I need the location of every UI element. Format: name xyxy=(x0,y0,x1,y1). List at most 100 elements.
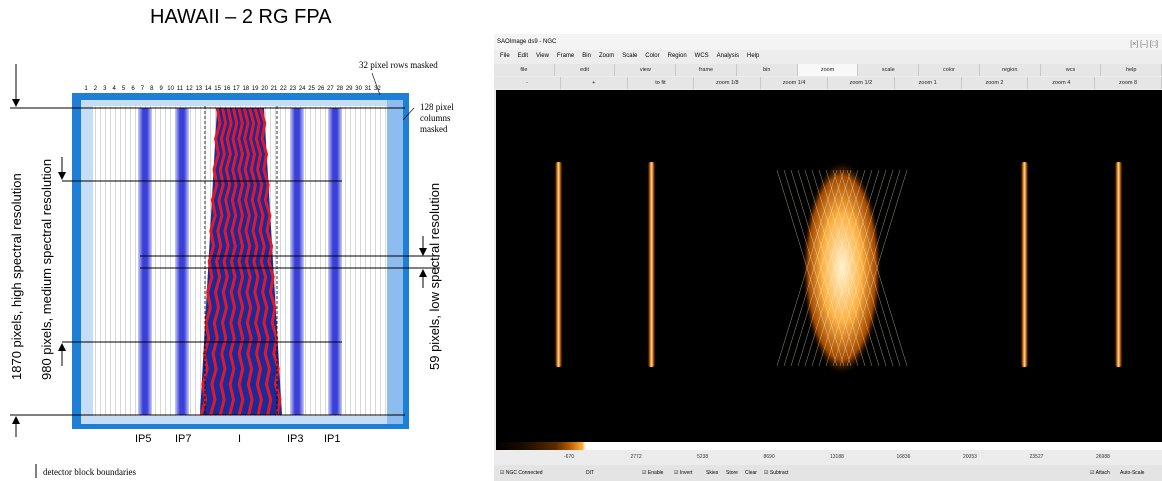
column-number: 2 xyxy=(94,86,98,92)
button-edit[interactable]: edit xyxy=(555,64,616,76)
status-control[interactable]: DIT xyxy=(586,470,595,476)
button-help[interactable]: help xyxy=(1101,64,1162,76)
boundaries-note: detector block boundaries xyxy=(43,467,136,477)
column-number: 24 xyxy=(299,86,306,92)
button-file[interactable]: file xyxy=(494,64,555,76)
status-control[interactable]: ☑ NGC Connected xyxy=(500,470,543,476)
column-number: 3 xyxy=(103,86,107,92)
menu-frame[interactable]: Frame xyxy=(556,53,575,59)
button-wcs[interactable]: wcs xyxy=(1041,64,1102,76)
i-label: I xyxy=(238,433,242,445)
fringe-line xyxy=(253,107,273,416)
stripe-ip3 xyxy=(290,108,304,415)
status-control[interactable]: ☑ Enable xyxy=(642,470,664,476)
ds9-button-row-1: file edit view frame bin zoom scale color region… xyxy=(494,64,1162,76)
ds9-window: SAOImage ds9 - NGC [×] [–] [□] File Edit V… xyxy=(494,34,1162,481)
column-number: 17 xyxy=(233,86,240,92)
ip1-label: IP1 xyxy=(324,433,341,445)
colorbar-tick-label: 2772 xyxy=(630,454,642,460)
fringe-line xyxy=(242,107,254,416)
colorbar-tick-label: 16836 xyxy=(896,454,911,460)
window-controls[interactable]: [×] [–] [□] xyxy=(1130,41,1158,48)
fringe-line xyxy=(199,107,222,416)
zoom-button[interactable]: zoom 4 xyxy=(1028,77,1096,89)
blob-fringe xyxy=(783,169,845,367)
zoom-button[interactable]: + xyxy=(561,77,628,89)
status-control[interactable]: Auto-Scale xyxy=(1120,470,1145,476)
button-frame[interactable]: frame xyxy=(676,64,737,76)
menu-scale[interactable]: Scale xyxy=(622,53,638,59)
button-zoom[interactable]: zoom xyxy=(797,64,859,76)
high-resolution-label: 1870 pixels, high spectral resolution xyxy=(9,173,24,380)
zoom-button[interactable]: zoom 8 xyxy=(1095,77,1162,89)
column-number: 26 xyxy=(318,86,325,92)
low-resolution-label: 59 pixels, low spectral resolution xyxy=(427,182,442,370)
column-number: 4 xyxy=(113,86,117,92)
button-scale[interactable]: scale xyxy=(858,64,920,76)
zoom-button[interactable]: zoom 1/2 xyxy=(828,77,895,89)
masked-rows-bottom xyxy=(81,416,387,424)
button-region[interactable]: region xyxy=(980,64,1041,76)
column-number: 19 xyxy=(252,86,259,92)
blob-fringe xyxy=(804,169,866,367)
zoom-button[interactable]: zoom 2 xyxy=(962,77,1029,89)
menu-bin[interactable]: Bin xyxy=(582,53,591,59)
ds9-status-bar: ☑ NGC Connected DIT ☑ Enable ☑ Invert Skies S… xyxy=(494,465,1162,481)
zoom-button[interactable]: zoom 1/8 xyxy=(694,77,762,89)
zoom-button[interactable]: zoom 1 xyxy=(895,77,962,89)
spectrum-line-2 xyxy=(647,162,656,367)
status-control[interactable]: Store xyxy=(726,470,738,476)
cols-masked-note: 128 pixel columns masked xyxy=(420,102,454,134)
colorbar-ticks: -670 2772 5238 8690 13188 16836 20053 23527 2698… xyxy=(496,450,1162,462)
menu-file[interactable]: File xyxy=(500,53,510,59)
blob-fringe xyxy=(825,169,887,367)
button-color[interactable]: color xyxy=(919,64,980,76)
ip3-label: IP3 xyxy=(287,433,304,445)
zoom-button[interactable]: zoom 1/4 xyxy=(761,77,828,89)
colorbar-tick-label: 13188 xyxy=(830,454,844,460)
rows-masked-note: 32 pixel rows masked xyxy=(359,60,438,70)
column-number: 5 xyxy=(122,86,126,92)
status-control[interactable]: ☑ Invert xyxy=(674,470,693,476)
fringe-line xyxy=(248,107,263,416)
zoom-button[interactable]: - xyxy=(494,77,561,89)
column-number: 1 xyxy=(84,86,88,92)
column-number: 31 xyxy=(365,86,372,92)
column-number: 9 xyxy=(160,86,164,92)
colorbar-tick-label: 26988 xyxy=(1096,454,1110,460)
status-control[interactable]: ☑ Subtract xyxy=(764,470,789,476)
stripe-ip5 xyxy=(138,108,152,415)
fringe-line xyxy=(237,107,245,416)
column-number: 30 xyxy=(355,86,362,92)
column-number: 10 xyxy=(167,86,174,92)
column-numbers: 1 2 3 4 5 6 7 8 9 10 11 12 13 14 15 16 17 18 19 20 21 22 23 24 2… xyxy=(84,86,381,92)
column-number: 11 xyxy=(177,86,184,92)
menu-wcs[interactable]: WCS xyxy=(694,53,709,59)
column-number: 28 xyxy=(336,86,343,92)
spectrum-line-3 xyxy=(1020,162,1029,367)
status-control[interactable]: Clear xyxy=(745,470,757,476)
column-number: 15 xyxy=(214,86,221,92)
fringe-line xyxy=(209,107,228,416)
menu-region[interactable]: Region xyxy=(667,53,687,59)
menu-view[interactable]: View xyxy=(536,53,549,59)
masked-columns-left xyxy=(81,100,93,424)
blob-fringe xyxy=(776,169,838,367)
status-control[interactable]: ☑ Attach xyxy=(1090,470,1110,476)
ds9-menubar: File Edit View Frame Bin Zoom Scale Color Region… xyxy=(494,50,1162,63)
ds9-image-canvas[interactable] xyxy=(496,90,1162,442)
menu-edit[interactable]: Edit xyxy=(517,53,529,59)
button-bin[interactable]: bin xyxy=(737,64,798,76)
menu-help[interactable]: Help xyxy=(747,53,760,59)
zoom-button[interactable]: to fit xyxy=(628,77,695,89)
menu-zoom[interactable]: Zoom xyxy=(598,53,615,59)
status-control[interactable]: Skies xyxy=(706,470,719,476)
column-number: 7 xyxy=(141,86,145,92)
menu-analysis[interactable]: Analysis xyxy=(716,53,739,59)
button-view[interactable]: view xyxy=(615,64,677,76)
menu-color[interactable]: Color xyxy=(645,53,660,59)
spectrum-line-4 xyxy=(1114,162,1123,367)
colorbar-tick-label: 20053 xyxy=(963,454,977,460)
blob-fringe xyxy=(832,169,894,367)
blob-fringe xyxy=(839,169,901,367)
